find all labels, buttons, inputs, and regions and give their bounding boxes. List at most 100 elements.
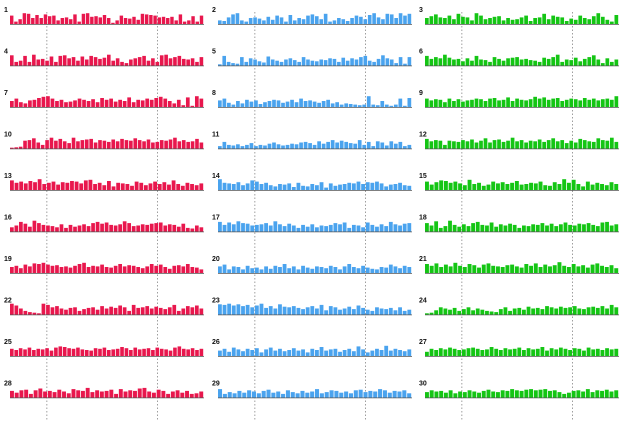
bar bbox=[14, 305, 19, 315]
bar bbox=[533, 60, 537, 66]
bar bbox=[46, 304, 50, 315]
bar bbox=[285, 101, 290, 107]
bar bbox=[296, 227, 301, 232]
bar bbox=[368, 390, 373, 398]
bar bbox=[199, 183, 204, 190]
bar bbox=[578, 100, 583, 107]
bar bbox=[380, 142, 385, 149]
bar bbox=[128, 390, 133, 398]
bar bbox=[222, 21, 227, 24]
bar bbox=[393, 224, 398, 232]
bar bbox=[529, 389, 534, 398]
bar bbox=[222, 141, 227, 149]
panel-12: 12 bbox=[419, 132, 619, 150]
bar bbox=[447, 98, 452, 107]
bar bbox=[595, 390, 600, 398]
bar bbox=[466, 226, 471, 232]
bar bbox=[324, 187, 329, 190]
bar bbox=[479, 59, 483, 66]
bar bbox=[19, 308, 23, 315]
bar bbox=[324, 392, 329, 398]
bar bbox=[60, 18, 65, 24]
bar bbox=[452, 141, 456, 149]
bar bbox=[363, 392, 368, 398]
bar bbox=[32, 54, 36, 66]
bar bbox=[231, 104, 236, 107]
bar bbox=[429, 312, 434, 315]
bar bbox=[218, 350, 222, 356]
bar bbox=[77, 21, 81, 24]
bar bbox=[89, 55, 93, 66]
bar bbox=[32, 138, 36, 149]
bar bbox=[51, 181, 56, 190]
bar bbox=[572, 225, 577, 232]
bar bbox=[109, 224, 113, 232]
bar bbox=[457, 350, 462, 356]
bar bbox=[517, 307, 522, 315]
bar bbox=[514, 266, 519, 273]
bar bbox=[254, 224, 259, 232]
bar bbox=[23, 140, 27, 149]
bar bbox=[557, 262, 562, 273]
bar bbox=[392, 390, 397, 398]
bar bbox=[572, 348, 577, 356]
bar bbox=[506, 18, 510, 24]
bar bbox=[181, 58, 186, 66]
bar bbox=[338, 269, 342, 273]
bar bbox=[199, 391, 204, 398]
bar bbox=[74, 181, 79, 190]
bar bbox=[236, 144, 240, 149]
bar bbox=[439, 180, 444, 190]
bar bbox=[107, 141, 111, 149]
bar bbox=[388, 221, 393, 232]
bar bbox=[402, 351, 407, 356]
bar bbox=[315, 389, 320, 398]
bar bbox=[297, 18, 301, 24]
panel-label: 29 bbox=[212, 381, 220, 388]
bar bbox=[97, 182, 102, 190]
bar bbox=[194, 225, 199, 232]
bar bbox=[498, 224, 503, 232]
bar bbox=[136, 19, 140, 24]
bar bbox=[348, 393, 353, 398]
bar bbox=[461, 16, 465, 24]
bar bbox=[434, 140, 438, 149]
bar bbox=[137, 388, 142, 398]
bar bbox=[306, 59, 310, 66]
panel-label: 21 bbox=[419, 256, 427, 263]
bar bbox=[551, 57, 556, 66]
bar bbox=[542, 57, 547, 66]
bar bbox=[564, 59, 569, 66]
bar bbox=[514, 390, 519, 398]
bar bbox=[71, 348, 76, 356]
bar bbox=[249, 143, 254, 149]
bar bbox=[151, 350, 155, 356]
bar bbox=[330, 140, 335, 149]
bar bbox=[153, 181, 158, 190]
bar bbox=[132, 16, 136, 24]
bar bbox=[554, 349, 559, 356]
bar bbox=[190, 184, 194, 190]
bar bbox=[258, 104, 263, 107]
bar bbox=[137, 140, 142, 149]
bar bbox=[356, 346, 361, 356]
bar bbox=[104, 222, 109, 232]
bar bbox=[240, 103, 245, 107]
bar bbox=[339, 140, 344, 149]
bar bbox=[535, 348, 540, 356]
bar bbox=[590, 264, 595, 273]
bar bbox=[156, 389, 161, 398]
bar bbox=[259, 352, 264, 356]
panel-label: 18 bbox=[419, 215, 427, 222]
bar bbox=[345, 21, 350, 24]
bar bbox=[144, 14, 149, 24]
bar bbox=[249, 101, 254, 107]
bar bbox=[264, 223, 269, 232]
bar bbox=[398, 268, 402, 273]
bar bbox=[571, 390, 576, 398]
bar bbox=[14, 350, 19, 356]
bar bbox=[98, 58, 102, 66]
bar bbox=[341, 19, 346, 24]
bar bbox=[52, 392, 57, 398]
bar bbox=[131, 265, 136, 273]
